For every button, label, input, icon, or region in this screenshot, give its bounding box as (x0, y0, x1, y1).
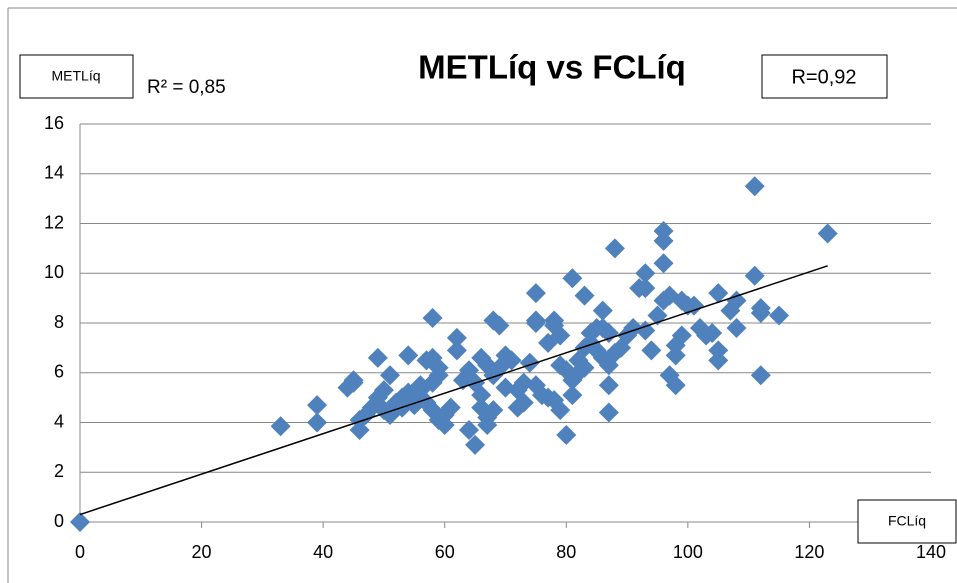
point (307, 395, 328, 416)
point (440, 397, 461, 418)
point (367, 347, 388, 368)
trendline (79, 265, 828, 516)
y-tick-label: 6 (54, 362, 64, 382)
y-tick-label: 8 (54, 312, 64, 332)
chart-title: METLíq vs FCLíq (418, 49, 686, 86)
point (562, 385, 583, 406)
point (574, 285, 595, 306)
point (525, 313, 546, 333)
point (604, 238, 625, 259)
point (556, 424, 577, 445)
point (550, 400, 571, 421)
point (307, 412, 328, 433)
point (519, 352, 540, 373)
point (744, 176, 765, 197)
point (422, 308, 443, 329)
y-tick-label: 16 (44, 113, 64, 133)
point (70, 512, 90, 532)
point (641, 340, 662, 361)
point (525, 283, 546, 304)
point (750, 298, 771, 319)
point (373, 380, 394, 401)
point (501, 350, 522, 371)
point (489, 315, 510, 336)
point (562, 268, 583, 289)
x-axis-label: FCLíq (888, 513, 926, 529)
point (446, 340, 467, 361)
x-tick-label: 20 (192, 542, 212, 562)
point (598, 322, 619, 343)
point (665, 375, 686, 396)
r-value: R=0,92 (791, 66, 856, 88)
point (726, 317, 747, 338)
y-tick-label: 10 (44, 262, 64, 282)
point (726, 290, 747, 311)
point (574, 357, 595, 378)
point (550, 325, 571, 346)
x-tick-label: 40 (313, 542, 333, 562)
point (702, 322, 723, 343)
r-squared: R² = 0,85 (147, 77, 226, 98)
y-axis-label: METLíq (51, 68, 100, 84)
x-tick-label: 100 (673, 542, 703, 562)
point (708, 350, 729, 371)
x-tick-label: 80 (556, 542, 576, 562)
r-box (761, 54, 888, 99)
y-tick-label: 12 (44, 212, 64, 232)
y-tick-label: 2 (54, 461, 64, 481)
point (343, 370, 364, 391)
point (270, 416, 291, 437)
point (598, 402, 619, 423)
point (446, 327, 467, 348)
point (398, 345, 419, 366)
point (635, 278, 656, 299)
point (744, 265, 765, 286)
point (592, 300, 613, 321)
x-tick-label: 0 (75, 542, 85, 562)
y-tick-label: 4 (54, 411, 64, 431)
point (683, 295, 704, 316)
y-tick-label: 14 (44, 163, 64, 183)
point (635, 263, 656, 284)
point (483, 400, 504, 421)
point (349, 419, 370, 440)
point (471, 385, 492, 406)
point (653, 253, 674, 274)
x-tick-label: 60 (435, 542, 455, 562)
point (598, 375, 619, 396)
point (513, 392, 534, 413)
point (708, 283, 729, 304)
point (750, 365, 771, 386)
point (428, 365, 449, 386)
point (465, 434, 486, 455)
point (817, 223, 838, 244)
x-tick-label: 120 (794, 542, 824, 562)
y-label-box (19, 54, 134, 99)
point (769, 305, 790, 326)
x-tick-label: 140 (916, 542, 946, 562)
point (459, 419, 480, 440)
y-tick-label: 0 (54, 511, 64, 531)
point (380, 365, 401, 386)
point (671, 325, 692, 346)
point (653, 230, 674, 251)
x-label-box (857, 499, 957, 544)
